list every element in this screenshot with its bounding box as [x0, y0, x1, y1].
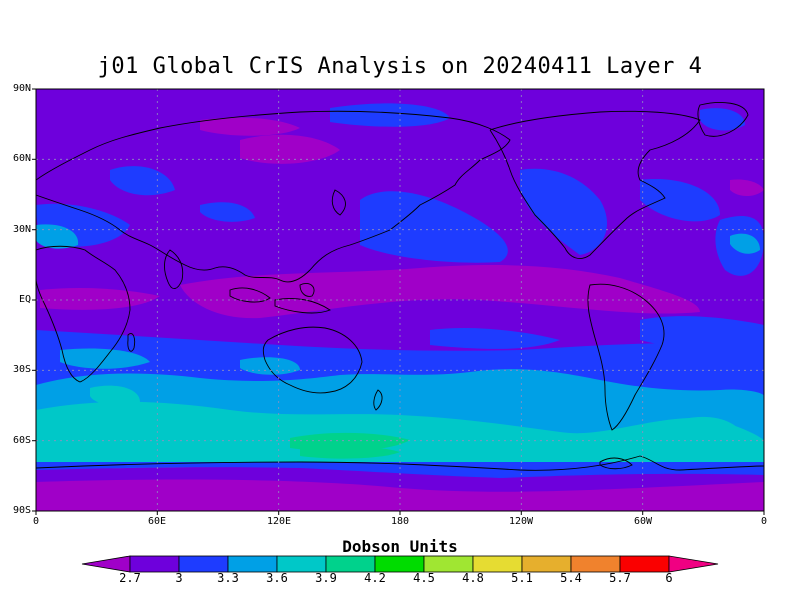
colorbar-above-arrow — [668, 555, 719, 573]
ozone-field — [36, 89, 764, 511]
colorbar-below-arrow — [81, 555, 131, 573]
colorbar-bin — [129, 555, 180, 573]
colorbar-bin — [227, 555, 278, 573]
lon-label: 0 — [760, 516, 768, 527]
grid-lines — [36, 89, 764, 511]
colorbar-bin — [570, 555, 621, 573]
colorbar-tick: 4.2 — [364, 571, 386, 585]
lon-label: 120E — [266, 516, 292, 527]
lat-label: 90S — [12, 505, 31, 516]
lat-label: 60N — [12, 153, 31, 164]
lon-label: 120W — [508, 516, 534, 527]
colorbar-tick: 3.9 — [315, 571, 337, 585]
map-title: j01 Global CrIS Analysis on 20240411 Lay… — [97, 54, 703, 79]
colorbar-bin — [619, 555, 670, 573]
colorbar — [81, 555, 719, 573]
lat-label: EQ — [18, 294, 31, 305]
colorbar-bin — [521, 555, 572, 573]
colorbar-tick: 4.5 — [413, 571, 435, 585]
colorbar-tick: 2.7 — [119, 571, 141, 585]
axis-ticks — [32, 88, 765, 515]
colorbar-bin — [423, 555, 474, 573]
colorbar-title: Dobson Units — [342, 537, 458, 556]
colorbar-tick: 3.3 — [217, 571, 239, 585]
lon-label: 60W — [633, 516, 653, 527]
coastlines — [36, 102, 764, 471]
lat-label: 60S — [12, 435, 31, 446]
lon-label: 180 — [390, 516, 410, 527]
lon-label: 0 — [32, 516, 40, 527]
colorbar-tick: 5.4 — [560, 571, 582, 585]
colorbar-tick: 4.8 — [462, 571, 484, 585]
colorbar-bin — [325, 555, 376, 573]
colorbar-bin — [472, 555, 523, 573]
lat-label: 90N — [12, 83, 31, 94]
colorbar-bin — [276, 555, 327, 573]
colorbar-tick: 5.7 — [609, 571, 631, 585]
lat-label: 30S — [12, 364, 31, 375]
colorbar-bin — [374, 555, 425, 573]
colorbar-bin — [178, 555, 229, 573]
colorbar-tick: 6 — [665, 571, 673, 585]
lat-label: 30N — [12, 224, 31, 235]
lon-label: 60E — [147, 516, 167, 527]
colorbar-tick: 3.6 — [266, 571, 288, 585]
colorbar-tick: 5.1 — [511, 571, 533, 585]
colorbar-tick: 3 — [175, 571, 183, 585]
